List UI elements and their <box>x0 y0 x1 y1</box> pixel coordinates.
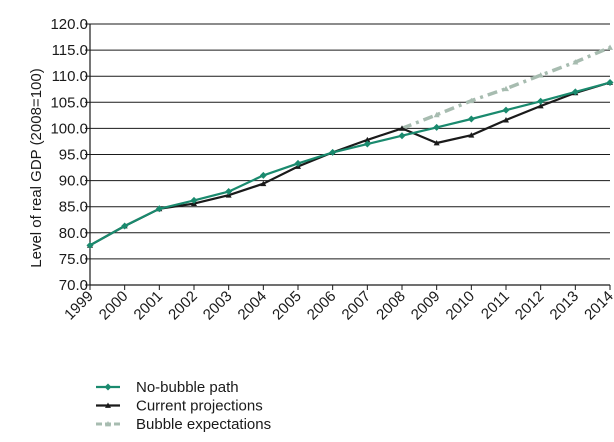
data-point <box>363 140 371 148</box>
series-lines <box>86 44 614 249</box>
data-point <box>572 59 579 65</box>
legend-label: No-bubble path <box>136 379 239 396</box>
legend-item: Current projections <box>96 398 263 415</box>
gridlines <box>90 23 610 286</box>
data-point <box>467 115 475 123</box>
legend-label: Bubble expectations <box>136 416 271 433</box>
legend-label: Current projections <box>136 398 263 415</box>
series-line-current-projections <box>89 81 611 247</box>
x-tick-label: 2008 <box>373 288 409 324</box>
data-point <box>364 136 371 143</box>
y-tick-label: 95.0 <box>59 147 88 164</box>
data-point <box>503 117 509 123</box>
legend-item: No-bubble path <box>96 379 239 396</box>
data-point <box>502 106 510 114</box>
y-axis-title: Level of real GDP (2008=100) <box>28 68 45 267</box>
data-point <box>86 241 94 249</box>
data-point <box>468 97 475 104</box>
y-tick-label: 75.0 <box>59 251 88 268</box>
legend-item: Bubble expectations <box>96 416 271 433</box>
y-tick-label: 110.0 <box>52 68 88 85</box>
x-tick-label: 2011 <box>478 288 513 323</box>
x-tick-label: 2002 <box>165 288 201 324</box>
data-point <box>537 72 544 78</box>
data-point <box>260 180 267 187</box>
y-tick-label: 105.0 <box>50 94 88 111</box>
y-tick-label: 120.0 <box>50 16 88 33</box>
data-point <box>503 85 509 92</box>
data-point <box>606 78 614 86</box>
x-tick-label: 2001 <box>131 288 167 324</box>
y-tick-label: 80.0 <box>59 225 88 242</box>
legend-marker <box>104 383 112 391</box>
x-tick-label: 2014 <box>581 288 614 324</box>
data-point <box>468 132 475 138</box>
data-point <box>121 222 129 230</box>
y-tick-label: 85.0 <box>59 199 88 216</box>
data-point <box>398 132 406 140</box>
data-point <box>190 196 198 204</box>
x-tick-label: 2005 <box>269 288 305 324</box>
y-tick-label: 115.0 <box>52 42 88 59</box>
x-tick-label: 2007 <box>339 288 375 324</box>
x-tick-label: 2009 <box>408 288 444 324</box>
y-tick-label: 90.0 <box>59 173 88 190</box>
axes <box>85 23 611 290</box>
x-tick-label: 2000 <box>96 288 132 324</box>
x-tick-label: 2004 <box>235 288 271 324</box>
legend-marker <box>105 421 111 427</box>
data-point <box>155 205 163 213</box>
data-point <box>571 88 579 96</box>
x-tick-label: 2012 <box>512 288 548 324</box>
legend-marker <box>105 402 111 408</box>
data-point <box>399 125 405 131</box>
data-point <box>433 111 440 118</box>
data-point <box>433 140 440 146</box>
y-tick-label: 100.0 <box>50 120 88 137</box>
x-tick-label: 2013 <box>547 288 583 324</box>
tick-labels: 70.0 75.0 80.0 85.0 90.0 95.0 100.0 105.0 110.0 1… <box>50 16 614 323</box>
legend: No-bubble path Current projectionsBubble … <box>96 379 271 433</box>
data-point <box>329 148 337 156</box>
data-point <box>433 123 441 131</box>
x-tick-label: 2003 <box>200 288 236 324</box>
data-point <box>225 188 233 196</box>
x-tick-label: 2006 <box>304 288 340 324</box>
y-tick-label: 70.0 <box>59 277 88 294</box>
data-point <box>294 159 302 167</box>
x-tick-label: 2010 <box>443 288 479 324</box>
data-point <box>537 102 544 109</box>
data-point <box>259 171 267 179</box>
data-point <box>537 97 545 105</box>
series-line-no-bubble-path <box>89 81 611 247</box>
data-point <box>607 44 613 50</box>
